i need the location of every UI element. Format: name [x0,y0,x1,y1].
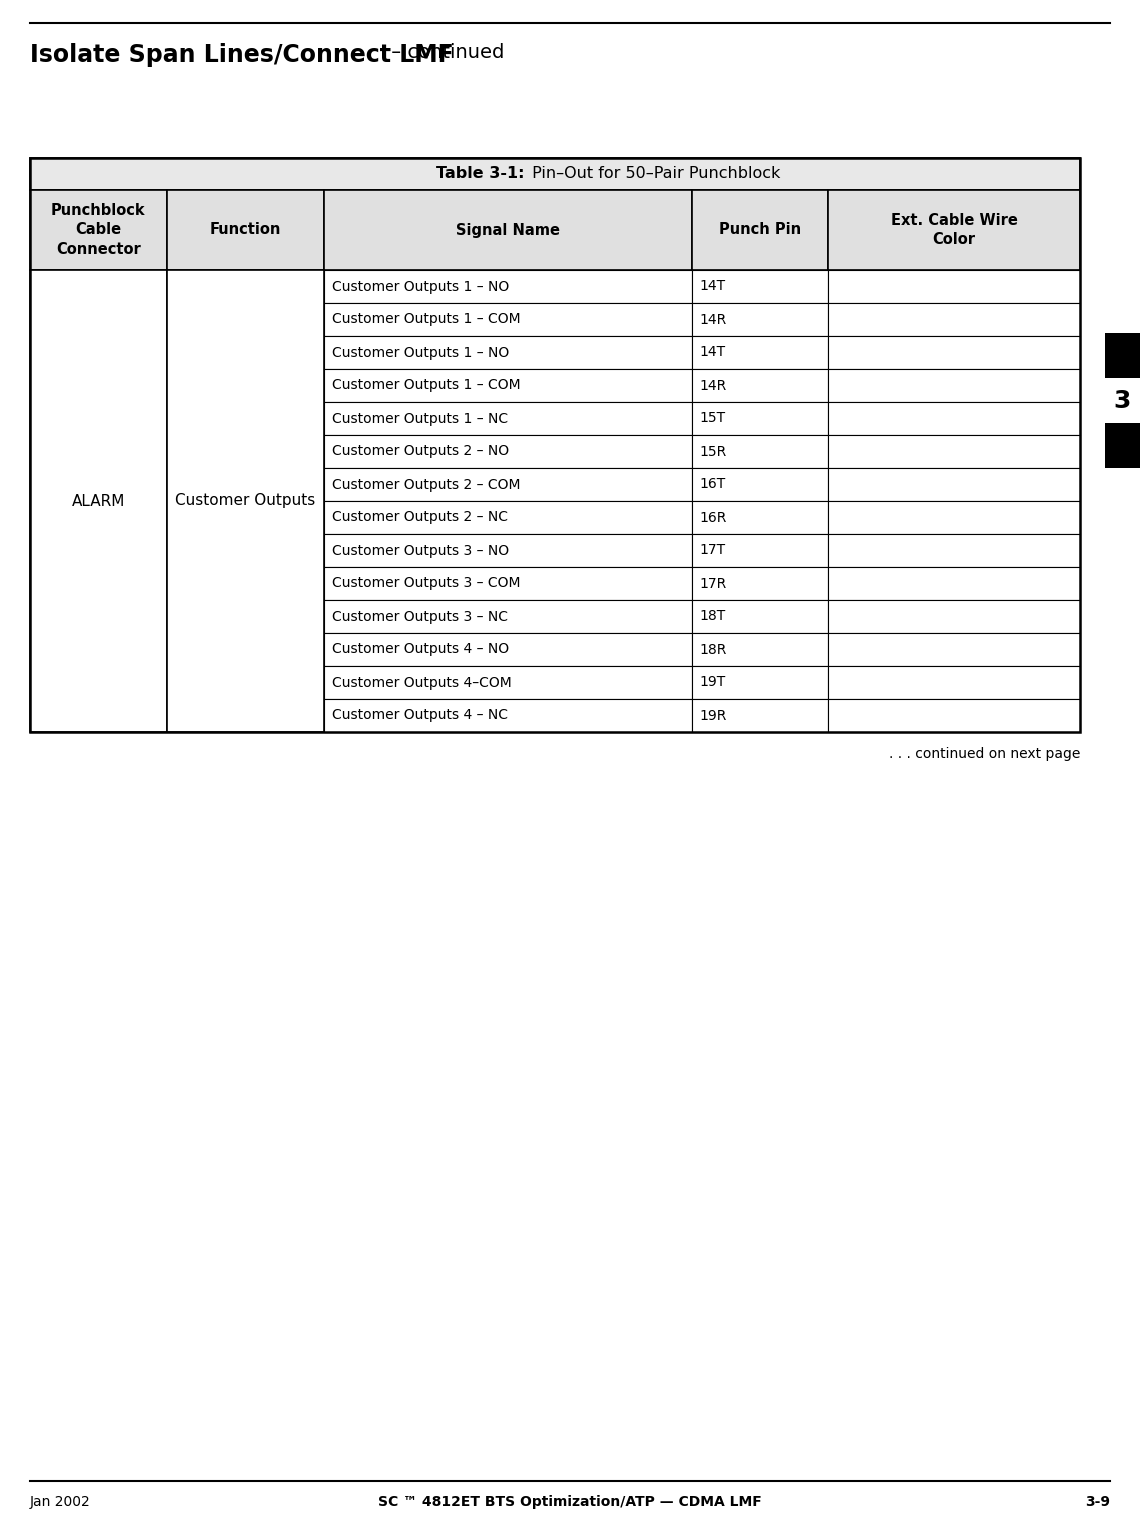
Bar [828,665,1080,699]
Text: . . . continued on next page: . . . continued on next page [888,747,1080,760]
Text: Customer Outputs 1 – NO: Customer Outputs 1 – NO [332,279,510,293]
Text: Customer Outputs 1 – COM: Customer Outputs 1 – COM [332,379,521,392]
Text: Signal Name: Signal Name [456,222,560,238]
Text: Customer Outputs 4 – NC: Customer Outputs 4 – NC [332,708,508,722]
Bar [692,699,828,731]
Text: Customer Outputs 4–COM: Customer Outputs 4–COM [332,676,512,690]
Text: 14R: 14R [700,379,727,392]
Bar [692,435,828,468]
Bar [828,501,1080,533]
Bar [324,501,692,533]
Bar [828,468,1080,501]
Bar [692,599,828,633]
Bar [828,435,1080,468]
Bar [1105,333,1140,379]
Bar [324,190,692,270]
Text: Jan 2002: Jan 2002 [30,1495,91,1508]
Bar [30,158,1080,190]
Bar [828,567,1080,599]
Text: 19R: 19R [700,708,727,722]
Text: 15R: 15R [700,445,727,458]
Bar [692,665,828,699]
Bar [324,270,692,304]
Text: 16T: 16T [700,477,726,492]
Bar [324,633,692,665]
Bar [324,533,692,567]
Text: – continued: – continued [385,43,504,61]
Text: ALARM: ALARM [72,494,125,509]
Bar [828,402,1080,435]
Bar [324,567,692,599]
Text: Ext. Cable Wire
Color: Ext. Cable Wire Color [890,213,1017,247]
Bar [828,699,1080,731]
Bar [828,304,1080,336]
Text: Customer Outputs 3 – NO: Customer Outputs 3 – NO [332,544,510,558]
Text: SC ™ 4812ET BTS Optimization/ATP — CDMA LMF: SC ™ 4812ET BTS Optimization/ATP — CDMA … [378,1495,762,1508]
Bar [828,599,1080,633]
Bar [828,336,1080,369]
Text: Customer Outputs 2 – NO: Customer Outputs 2 – NO [332,445,510,458]
Bar [692,468,828,501]
Text: Customer Outputs 1 – NO: Customer Outputs 1 – NO [332,345,510,360]
Text: 3-9: 3-9 [1085,1495,1110,1508]
Text: Pin–Out for 50–Pair Punchblock: Pin–Out for 50–Pair Punchblock [527,167,781,181]
Bar [30,270,166,731]
Text: 19T: 19T [700,676,726,690]
Text: Customer Outputs 2 – COM: Customer Outputs 2 – COM [332,477,521,492]
Text: 17R: 17R [700,576,727,590]
Text: 14T: 14T [700,345,726,360]
Bar [692,567,828,599]
Bar [324,599,692,633]
Bar [828,270,1080,304]
Text: Table 3-1:: Table 3-1: [437,167,526,181]
Bar [324,699,692,731]
Bar [30,158,1080,731]
Bar [828,369,1080,402]
Bar [166,190,324,270]
Bar [692,533,828,567]
Bar [324,402,692,435]
Text: 14R: 14R [700,313,727,327]
Bar [692,304,828,336]
Text: Customer Outputs 3 – COM: Customer Outputs 3 – COM [332,576,521,590]
Text: Function: Function [210,222,280,238]
Bar [324,369,692,402]
Bar [324,304,692,336]
Bar [692,270,828,304]
Bar [1105,423,1140,468]
Text: Punchblock
Cable
Connector: Punchblock Cable Connector [51,204,146,256]
Bar [324,435,692,468]
Text: 15T: 15T [700,411,726,426]
Text: 18T: 18T [700,610,726,624]
Bar [828,633,1080,665]
Text: Customer Outputs 2 – NC: Customer Outputs 2 – NC [332,510,508,524]
Text: Customer Outputs: Customer Outputs [176,494,316,509]
Bar [692,369,828,402]
Text: 18R: 18R [700,642,727,656]
Text: Customer Outputs 3 – NC: Customer Outputs 3 – NC [332,610,508,624]
Text: 16R: 16R [700,510,727,524]
Text: 14T: 14T [700,279,726,293]
Text: Punch Pin: Punch Pin [718,222,800,238]
Bar [692,402,828,435]
Bar [324,336,692,369]
Text: Isolate Span Lines/Connect LMF: Isolate Span Lines/Connect LMF [30,43,454,67]
Text: Customer Outputs 1 – COM: Customer Outputs 1 – COM [332,313,521,327]
Bar [30,190,166,270]
Bar [324,665,692,699]
Bar [692,336,828,369]
Text: Customer Outputs 1 – NC: Customer Outputs 1 – NC [332,411,508,426]
Bar [828,190,1080,270]
Bar [692,633,828,665]
Bar [692,501,828,533]
Bar [828,533,1080,567]
Bar [692,190,828,270]
Bar [166,270,324,731]
Text: 17T: 17T [700,544,726,558]
Text: Customer Outputs 4 – NO: Customer Outputs 4 – NO [332,642,510,656]
Bar [324,468,692,501]
Text: 3: 3 [1114,388,1131,412]
